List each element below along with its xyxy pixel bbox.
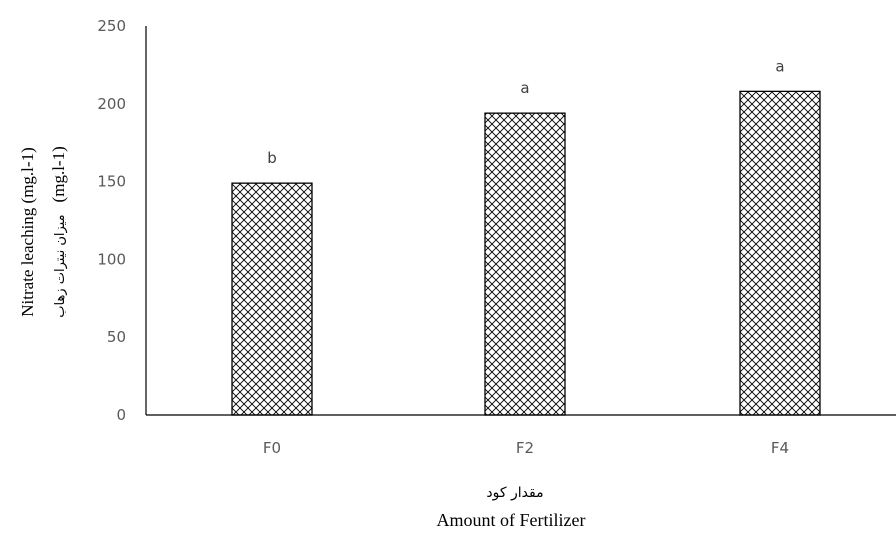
x-tick-label-f4: F4 [771, 439, 789, 457]
y-axis-label-unit: (mg.l-1) [49, 146, 68, 202]
significance-labels: b a a [267, 57, 784, 167]
y-axis-label-group: Nitrate leaching (mg.l-1) [18, 147, 37, 316]
y-axis-label: Nitrate leaching (mg.l-1) [18, 147, 37, 316]
bar-f0 [231, 182, 313, 416]
significance-label-f0: b [267, 149, 277, 167]
x-axis-label-persian: مقدار کود [486, 485, 543, 501]
x-axis-label: Amount of Fertilizer [437, 510, 586, 530]
bars [231, 90, 821, 416]
y-tick-label: 100 [97, 250, 126, 268]
y-axis-label-line2-group: میزان نیترات زهاب (mg.l-1) [49, 146, 68, 318]
y-tick-label: 200 [97, 95, 126, 113]
y-axis-label-persian: میزان نیترات زهاب [53, 214, 68, 317]
y-tick-label: 0 [116, 406, 126, 424]
significance-label-f4: a [775, 57, 784, 75]
x-axis-categories: F0 F2 F4 [263, 439, 789, 457]
y-axis-ticks: 0 50 100 150 200 250 [97, 17, 126, 424]
x-tick-label-f2: F2 [516, 439, 534, 457]
bar-f4 [739, 90, 821, 416]
y-tick-label: 150 [97, 173, 126, 191]
significance-label-f2: a [520, 79, 529, 97]
bar-f2 [484, 112, 566, 416]
y-tick-label: 250 [97, 17, 126, 35]
svg-text:میزان نیترات زهاب (mg.l-: میزان نیترات زهاب (mg.l-1) [49, 146, 68, 318]
y-tick-label: 50 [107, 328, 126, 346]
x-tick-label-f0: F0 [263, 439, 281, 457]
